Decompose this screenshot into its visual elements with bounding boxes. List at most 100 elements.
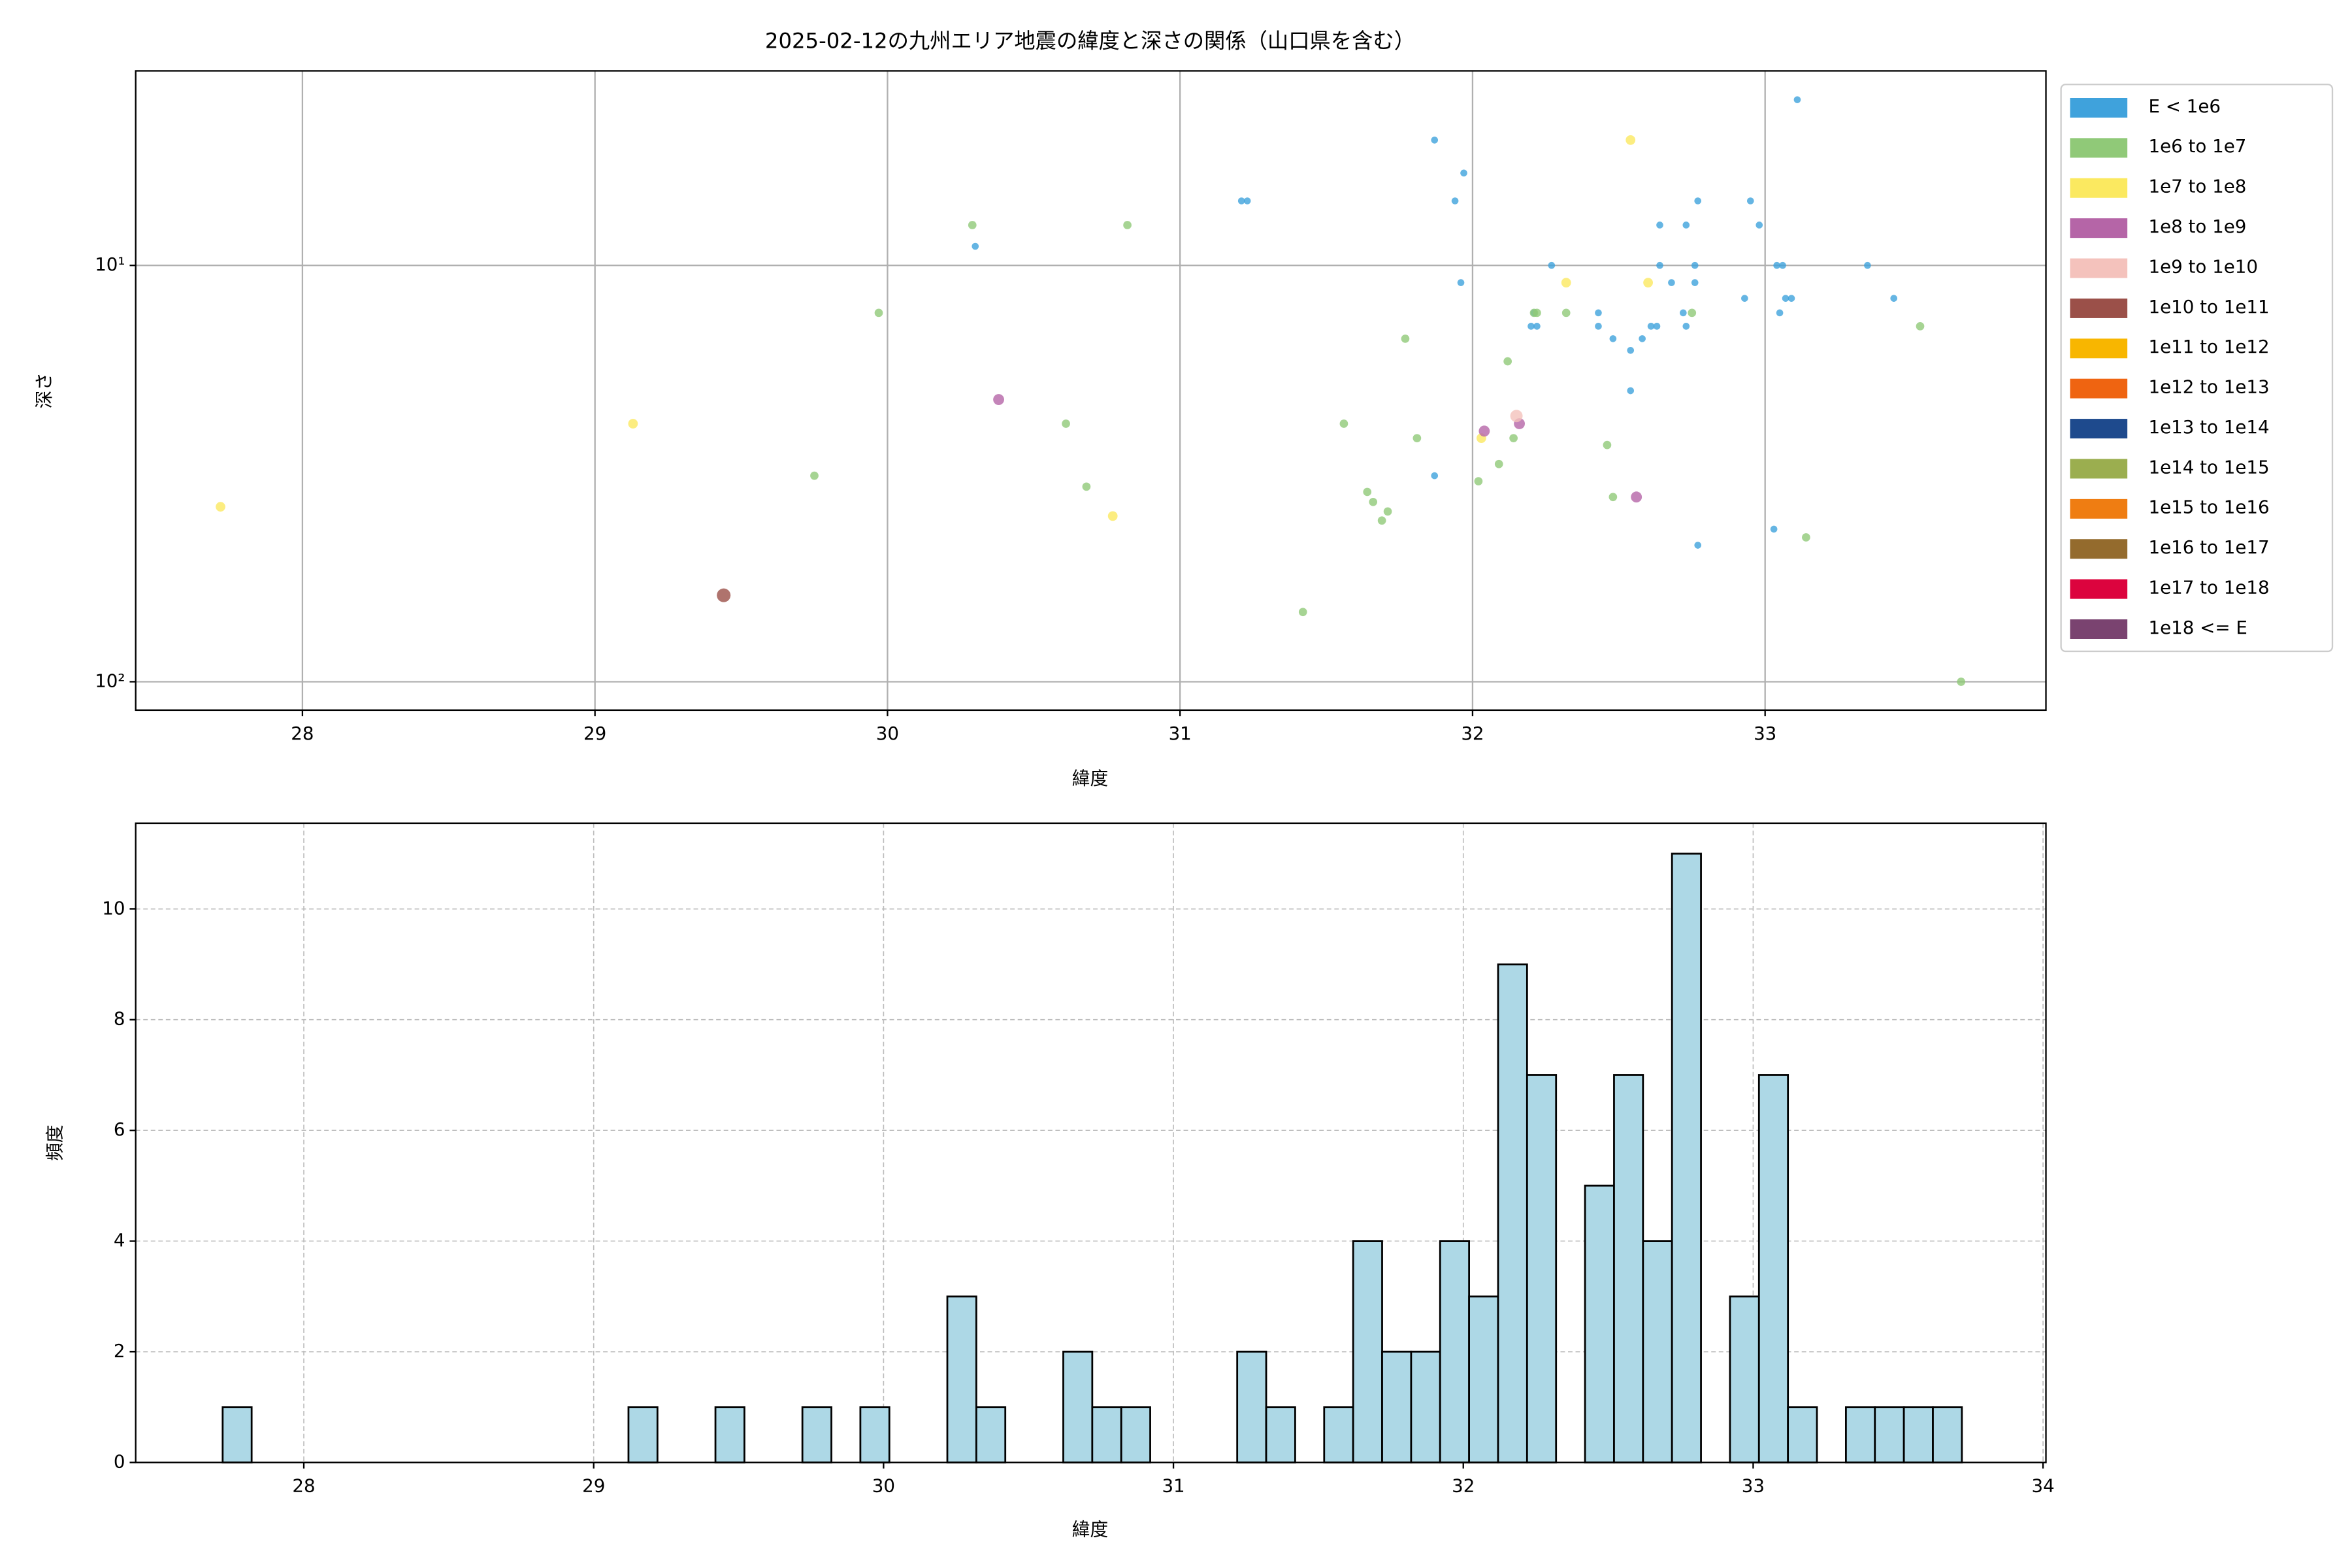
legend-label: 1e6 to 1e7: [2148, 135, 2246, 157]
scatter-point: [1656, 261, 1663, 269]
histogram-bar: [1526, 1074, 1558, 1463]
scatter-point: [1625, 135, 1636, 145]
scatter-point: [1756, 221, 1763, 229]
legend-swatch: [2070, 218, 2128, 238]
scatter-point: [1561, 278, 1571, 287]
scatter-point: [1609, 335, 1617, 342]
histogram-bar: [1671, 853, 1702, 1463]
histogram-bar: [1236, 1350, 1267, 1463]
scatter-point: [1237, 197, 1245, 204]
scatter-point: [1478, 425, 1490, 437]
histogram-bar: [801, 1406, 832, 1463]
legend-swatch: [2070, 498, 2128, 519]
histogram-bar: [1787, 1406, 1818, 1463]
scatter-point: [1383, 507, 1392, 516]
histogram-bar: [1874, 1406, 1905, 1463]
legend-swatch: [2070, 258, 2128, 278]
x-tick-label: 28: [292, 1475, 315, 1496]
histogram-bar: [1757, 1074, 1789, 1463]
legend-label: E < 1e6: [2148, 95, 2221, 117]
histogram-bar: [1729, 1295, 1760, 1463]
scatter-point: [1741, 295, 1748, 302]
scatter-point: [1107, 511, 1118, 521]
scatter-point: [810, 471, 819, 480]
scatter-point: [1793, 96, 1801, 103]
plot-frame: [135, 70, 2047, 711]
histogram-bar: [1932, 1406, 1963, 1463]
scatter-point: [1451, 197, 1459, 204]
legend-label: 1e8 to 1e9: [2148, 216, 2246, 237]
plot-frame: [135, 822, 2047, 1463]
scatter-point: [1643, 278, 1653, 287]
x-tick-label: 33: [1754, 723, 1776, 744]
scatter-point: [1363, 487, 1372, 497]
y-tick-label: 2: [114, 1340, 125, 1362]
scatter-point: [1890, 295, 1898, 302]
legend-label: 1e9 to 1e10: [2148, 255, 2258, 277]
y-tick-label: 6: [114, 1119, 125, 1140]
scatter-point: [1691, 279, 1699, 286]
histogram-bar: [1091, 1406, 1122, 1463]
legend-box: [2060, 84, 2334, 653]
x-tick-label: 31: [1169, 723, 1192, 744]
scatter-point: [628, 419, 638, 429]
histogram-bar: [1062, 1350, 1094, 1463]
x-tick-label: 29: [583, 723, 606, 744]
scatter-point: [1413, 434, 1422, 443]
scatter-point: [1494, 459, 1503, 468]
scatter-point: [1802, 533, 1810, 542]
histogram-bar: [714, 1406, 745, 1463]
legend-label: 1e12 to 1e13: [2148, 376, 2269, 398]
legend-swatch: [2070, 579, 2128, 599]
histogram-bar: [1352, 1240, 1383, 1463]
scatter-point: [1668, 279, 1675, 286]
histogram-bar: [627, 1406, 659, 1463]
histogram-bar: [1410, 1350, 1441, 1463]
x-tick-label: 32: [1452, 1475, 1475, 1496]
scatter-point: [1431, 137, 1439, 144]
legend-label: 1e14 to 1e15: [2148, 456, 2269, 478]
scatter-point: [1776, 309, 1784, 317]
y-tick-label: 10²: [95, 670, 125, 691]
scatter-point: [1123, 221, 1132, 229]
histogram-bar: [1903, 1406, 1934, 1463]
legend-swatch: [2070, 338, 2128, 359]
scatter-point: [1243, 197, 1251, 204]
scatter-point: [1631, 491, 1642, 503]
scatter-point: [1773, 261, 1780, 269]
scatter-point: [1062, 419, 1070, 428]
scatter-point: [1460, 169, 1467, 177]
scatter-point: [1957, 678, 1966, 686]
scatter-point: [1298, 608, 1307, 617]
legend-swatch: [2070, 619, 2128, 639]
scatter-point: [1561, 308, 1571, 318]
scatter-point: [1682, 323, 1690, 330]
legend-label: 1e15 to 1e16: [2148, 497, 2269, 518]
legend-swatch: [2070, 419, 2128, 439]
scatter-point: [972, 242, 979, 250]
scatter-point: [1527, 323, 1535, 330]
scatter-point: [1509, 434, 1518, 443]
legend-swatch: [2070, 459, 2128, 479]
scatter-point: [1377, 516, 1386, 525]
scatter-point: [1082, 482, 1091, 491]
histogram-bar: [1642, 1240, 1673, 1463]
legend-swatch: [2070, 298, 2128, 318]
x-axis-label: 緯度: [1072, 1518, 1108, 1540]
scatter-point: [1782, 295, 1789, 302]
legend-label: 1e7 to 1e8: [2148, 176, 2246, 197]
legend-swatch: [2070, 539, 2128, 559]
scatter-point: [1916, 321, 1925, 331]
scatter-point: [1339, 419, 1348, 428]
scatter-point: [1694, 542, 1702, 549]
scatter-point: [1474, 477, 1483, 485]
y-tick-label: 4: [114, 1230, 125, 1251]
scatter-point: [1653, 323, 1661, 330]
scatter-point: [874, 308, 883, 318]
chart-title: 2025-02-12の九州エリア地震の緯度と深さの関係（山口県を含む）: [765, 29, 1415, 54]
scatter-point: [968, 221, 977, 229]
legend-swatch: [2070, 138, 2128, 158]
histogram-bar: [946, 1295, 977, 1463]
scatter-point: [216, 502, 225, 512]
